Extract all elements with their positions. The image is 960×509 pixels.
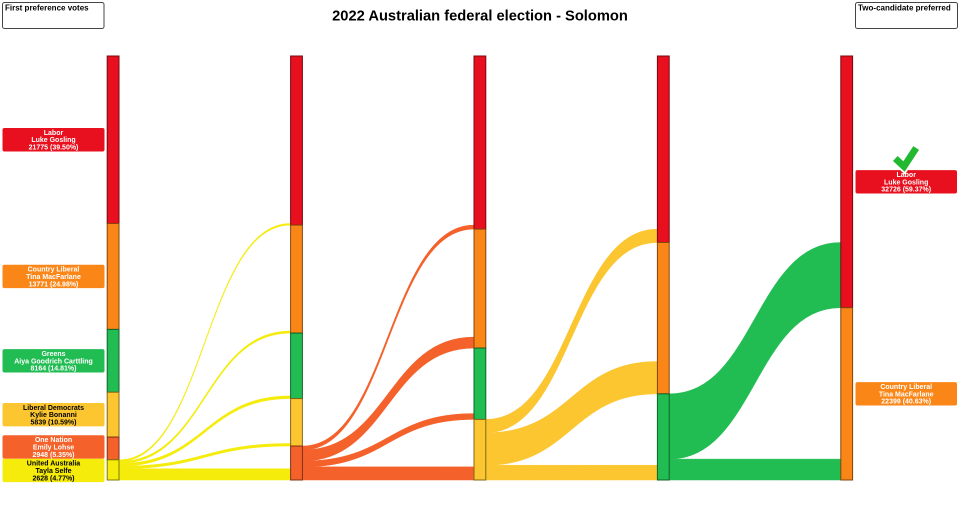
svg-text:Labor: Labor — [44, 130, 64, 137]
svg-text:Luke Gosling: Luke Gosling — [884, 179, 928, 186]
svg-text:21775 (39.50%): 21775 (39.50%) — [29, 145, 79, 152]
svg-text:2628 (4.77%): 2628 (4.77%) — [32, 475, 74, 482]
svg-text:13771 (24.98%): 13771 (24.98%) — [29, 281, 79, 288]
svg-text:First preference votes: First preference votes — [5, 3, 89, 12]
svg-text:Luke Gosling: Luke Gosling — [31, 137, 75, 144]
svg-text:Tina MacFarlane: Tina MacFarlane — [26, 274, 81, 281]
svg-text:5839 (10.59%): 5839 (10.59%) — [31, 420, 77, 427]
svg-text:32726 (59.37%): 32726 (59.37%) — [881, 187, 931, 194]
svg-text:Kylie Bonanni: Kylie Bonanni — [30, 412, 77, 419]
svg-text:2022 Australian federal electi: 2022 Australian federal election - Solom… — [332, 9, 628, 25]
svg-text:Country Liberal: Country Liberal — [880, 384, 932, 391]
svg-text:Emily Lohse: Emily Lohse — [33, 445, 74, 452]
svg-text:2948 (5.35%): 2948 (5.35%) — [32, 452, 74, 459]
svg-text:Two-candidate preferred: Two-candidate preferred — [858, 3, 951, 12]
svg-text:Country Liberal: Country Liberal — [28, 267, 80, 274]
svg-text:Tina MacFarlane: Tina MacFarlane — [879, 391, 934, 398]
svg-text:8164 (14.81%): 8164 (14.81%) — [31, 366, 77, 373]
svg-text:One Nation: One Nation — [35, 437, 72, 444]
svg-text:Tayla Selfe: Tayla Selfe — [35, 468, 71, 475]
svg-text:Liberal Democrats: Liberal Democrats — [23, 405, 84, 412]
svg-text:Aiya Goodrich Carttling: Aiya Goodrich Carttling — [14, 358, 93, 365]
svg-text:Greens: Greens — [41, 351, 65, 358]
svg-text:22399 (40.63%): 22399 (40.63%) — [881, 399, 931, 406]
svg-text:United Australia: United Australia — [27, 461, 81, 468]
svg-text:Labor: Labor — [896, 172, 916, 179]
